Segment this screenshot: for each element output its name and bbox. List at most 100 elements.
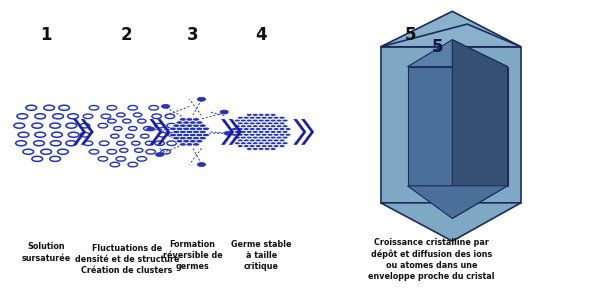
Circle shape — [273, 145, 279, 147]
Polygon shape — [380, 11, 521, 47]
Circle shape — [196, 140, 203, 143]
Circle shape — [270, 130, 276, 133]
Circle shape — [193, 143, 200, 146]
Circle shape — [279, 122, 285, 125]
Circle shape — [170, 133, 176, 137]
Polygon shape — [380, 24, 521, 47]
Circle shape — [285, 128, 291, 130]
Circle shape — [252, 125, 258, 128]
Circle shape — [252, 119, 258, 122]
Circle shape — [235, 136, 240, 139]
Circle shape — [146, 127, 155, 131]
Circle shape — [252, 136, 258, 139]
Circle shape — [186, 137, 193, 140]
Circle shape — [186, 118, 193, 121]
Circle shape — [202, 127, 209, 130]
Circle shape — [189, 140, 196, 143]
Circle shape — [279, 128, 285, 130]
Circle shape — [237, 133, 243, 136]
Circle shape — [235, 130, 240, 133]
Circle shape — [282, 142, 288, 145]
Circle shape — [267, 128, 273, 130]
Circle shape — [252, 130, 258, 133]
Circle shape — [176, 140, 183, 143]
Circle shape — [264, 147, 270, 150]
Circle shape — [173, 137, 180, 140]
Circle shape — [267, 122, 273, 125]
Circle shape — [279, 139, 285, 142]
Circle shape — [179, 143, 187, 146]
Circle shape — [285, 133, 291, 136]
Text: 5: 5 — [405, 26, 416, 44]
Polygon shape — [221, 119, 234, 145]
Polygon shape — [407, 40, 508, 67]
Circle shape — [189, 133, 196, 137]
Circle shape — [237, 139, 243, 142]
Circle shape — [249, 133, 255, 136]
Circle shape — [258, 147, 264, 150]
Text: Solution
sursaturée: Solution sursaturée — [22, 242, 71, 263]
Polygon shape — [380, 47, 521, 203]
Text: Germe stable
à taille
critique: Germe stable à taille critique — [231, 240, 292, 271]
Circle shape — [176, 121, 183, 124]
Circle shape — [202, 133, 209, 137]
Text: Formation
réversible de
germes: Formation réversible de germes — [163, 240, 223, 271]
Circle shape — [255, 139, 261, 142]
Circle shape — [255, 133, 261, 136]
Circle shape — [246, 136, 252, 139]
Circle shape — [237, 128, 243, 130]
Circle shape — [276, 142, 282, 145]
Circle shape — [267, 139, 273, 142]
Circle shape — [189, 121, 196, 124]
Circle shape — [224, 131, 233, 135]
Circle shape — [261, 145, 267, 147]
Circle shape — [186, 143, 193, 146]
Circle shape — [264, 130, 270, 133]
Circle shape — [255, 122, 261, 125]
Text: 1: 1 — [40, 26, 52, 44]
Circle shape — [237, 145, 243, 147]
Circle shape — [199, 124, 206, 127]
Circle shape — [220, 110, 229, 114]
Circle shape — [182, 127, 190, 130]
Circle shape — [243, 116, 249, 119]
Circle shape — [258, 136, 264, 139]
Circle shape — [267, 133, 273, 136]
Circle shape — [264, 125, 270, 128]
Circle shape — [186, 130, 193, 134]
Text: Croissance cristalline par
dépôt et diffusion des ions
ou atomes dans une
envelo: Croissance cristalline par dépôt et diff… — [368, 238, 494, 281]
Circle shape — [176, 133, 183, 137]
Circle shape — [193, 130, 200, 134]
Circle shape — [155, 153, 164, 157]
Circle shape — [246, 119, 252, 122]
Circle shape — [276, 136, 282, 139]
Polygon shape — [452, 40, 508, 218]
Circle shape — [235, 119, 240, 122]
Circle shape — [279, 116, 285, 119]
Circle shape — [264, 119, 270, 122]
Circle shape — [252, 142, 258, 145]
Circle shape — [176, 127, 183, 130]
Circle shape — [196, 133, 203, 137]
Circle shape — [197, 162, 206, 166]
Circle shape — [249, 145, 255, 147]
Circle shape — [246, 130, 252, 133]
Circle shape — [246, 125, 252, 128]
Circle shape — [261, 122, 267, 125]
Circle shape — [240, 130, 246, 133]
Circle shape — [193, 118, 200, 121]
Circle shape — [270, 136, 276, 139]
Circle shape — [264, 142, 270, 145]
Polygon shape — [407, 186, 508, 218]
Circle shape — [276, 130, 282, 133]
Polygon shape — [407, 67, 508, 186]
Circle shape — [282, 119, 288, 122]
Circle shape — [246, 147, 252, 150]
Circle shape — [258, 142, 264, 145]
Text: 5: 5 — [431, 38, 443, 56]
Polygon shape — [81, 119, 94, 145]
Polygon shape — [380, 203, 521, 241]
Circle shape — [261, 128, 267, 130]
Circle shape — [264, 136, 270, 139]
Circle shape — [189, 127, 196, 130]
